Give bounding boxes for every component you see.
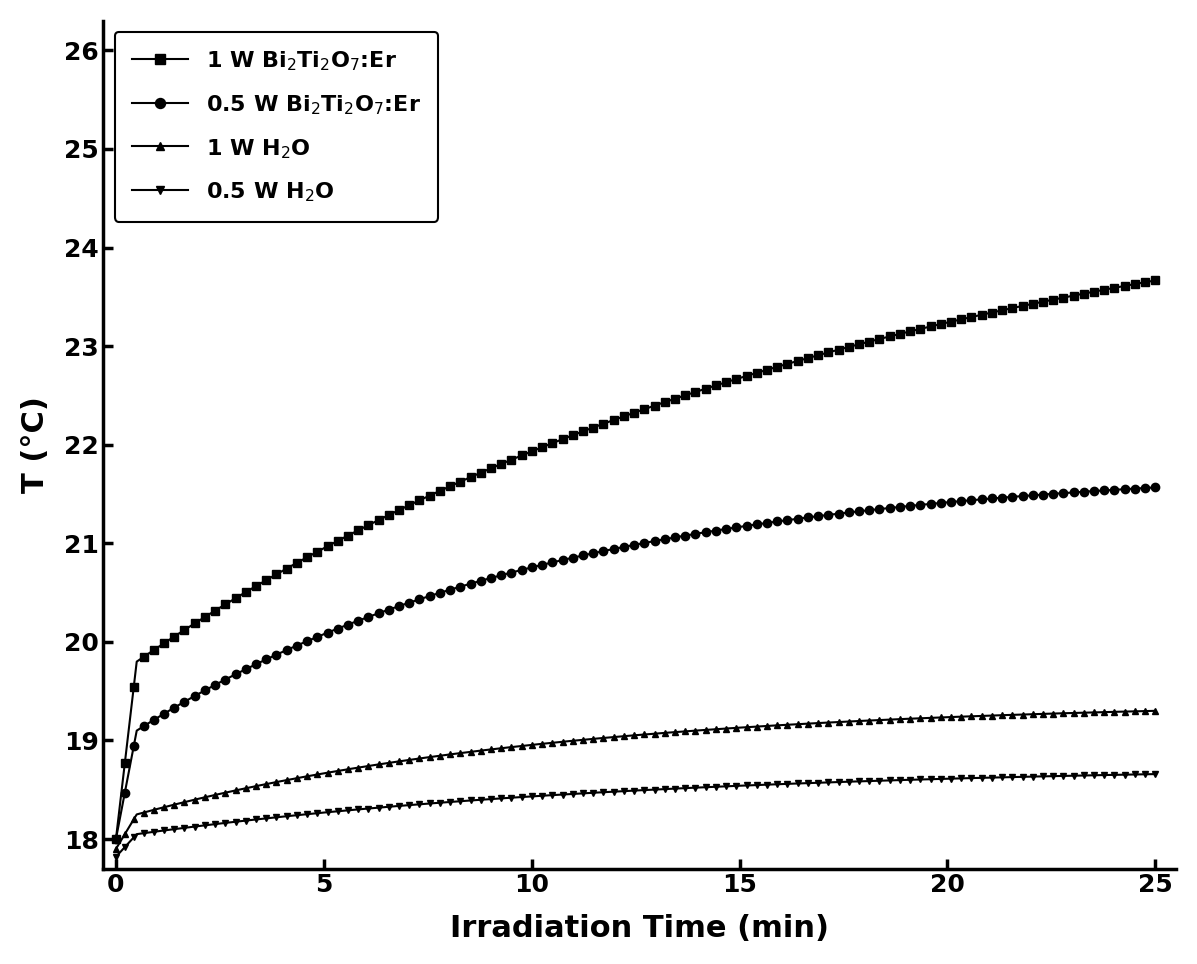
Line: 0.5 W H$_2$O: 0.5 W H$_2$O [113, 770, 1159, 860]
1 W Bi$_2$Ti$_2$O$_7$:Er [1015, 300, 1029, 311]
Line: 1 W Bi$_2$Ti$_2$O$_7$:Er: 1 W Bi$_2$Ti$_2$O$_7$:Er [111, 277, 1160, 844]
0.5 W H$_2$O [1148, 768, 1162, 780]
Line: 0.5 W Bi$_2$Ti$_2$O$_7$:Er: 0.5 W Bi$_2$Ti$_2$O$_7$:Er [111, 483, 1160, 844]
0.5 W Bi$_2$Ti$_2$O$_7$:Er [947, 495, 961, 507]
0.5 W H$_2$O [852, 776, 867, 788]
1 W H$_2$O [631, 729, 645, 740]
0.5 W H$_2$O [998, 771, 1013, 783]
0.5 W H$_2$O [624, 785, 638, 796]
1 W Bi$_2$Ti$_2$O$_7$:Er [109, 833, 123, 844]
Line: 1 W H$_2$O: 1 W H$_2$O [113, 708, 1159, 852]
1 W Bi$_2$Ti$_2$O$_7$:Er [631, 406, 645, 417]
0.5 W Bi$_2$Ti$_2$O$_7$:Er [852, 505, 867, 517]
Legend: 1 W Bi$_2$Ti$_2$O$_7$:Er, 0.5 W Bi$_2$Ti$_2$O$_7$:Er, 1 W H$_2$O, 0.5 W H$_2$O: 1 W Bi$_2$Ti$_2$O$_7$:Er, 0.5 W Bi$_2$Ti… [115, 32, 438, 222]
0.5 W Bi$_2$Ti$_2$O$_7$:Er [631, 539, 645, 550]
1 W Bi$_2$Ti$_2$O$_7$:Er [998, 304, 1013, 315]
1 W H$_2$O [998, 710, 1013, 721]
0.5 W H$_2$O [947, 773, 961, 785]
0.5 W Bi$_2$Ti$_2$O$_7$:Er [1015, 491, 1029, 502]
0.5 W Bi$_2$Ti$_2$O$_7$:Er [624, 540, 638, 551]
X-axis label: Irradiation Time (min): Irradiation Time (min) [450, 914, 830, 943]
1 W H$_2$O [947, 711, 961, 723]
0.5 W H$_2$O [109, 851, 123, 863]
1 W H$_2$O [624, 730, 638, 741]
1 W H$_2$O [109, 844, 123, 855]
0.5 W H$_2$O [631, 785, 645, 796]
1 W Bi$_2$Ti$_2$O$_7$:Er [1148, 275, 1162, 286]
1 W Bi$_2$Ti$_2$O$_7$:Er [947, 315, 961, 327]
1 W H$_2$O [1148, 705, 1162, 716]
0.5 W Bi$_2$Ti$_2$O$_7$:Er [998, 492, 1013, 503]
1 W H$_2$O [852, 715, 867, 727]
1 W Bi$_2$Ti$_2$O$_7$:Er [852, 338, 867, 350]
1 W Bi$_2$Ti$_2$O$_7$:Er [624, 408, 638, 419]
Y-axis label: T (°C): T (°C) [20, 396, 50, 494]
0.5 W Bi$_2$Ti$_2$O$_7$:Er [109, 833, 123, 844]
0.5 W Bi$_2$Ti$_2$O$_7$:Er [1148, 482, 1162, 494]
0.5 W H$_2$O [1015, 771, 1029, 783]
1 W H$_2$O [1015, 709, 1029, 720]
